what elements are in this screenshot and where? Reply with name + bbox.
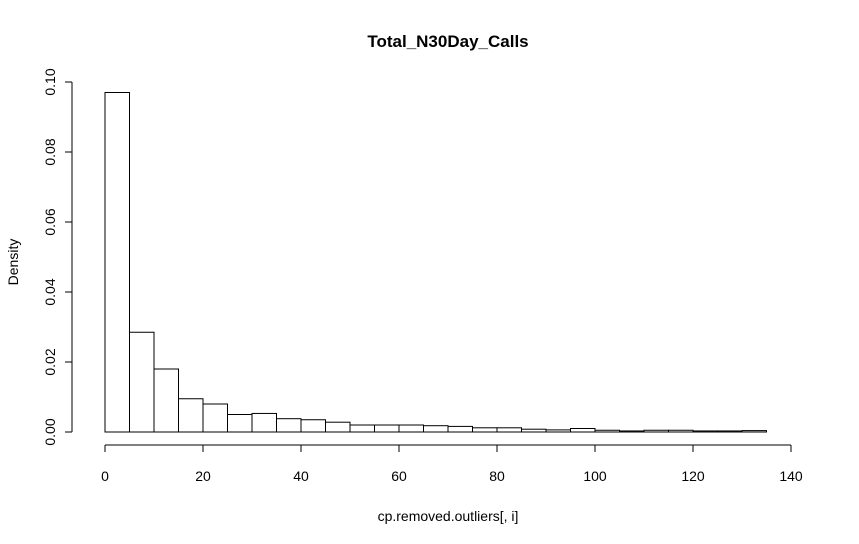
x-tick-label: 60 [391, 468, 407, 484]
x-tick-label: 140 [779, 468, 803, 484]
histogram-bar [447, 425, 473, 433]
histogram-bar [692, 430, 718, 433]
histogram-bar [104, 92, 130, 433]
y-tick-label: 0.04 [42, 278, 58, 305]
y-tick-label: 0.02 [42, 348, 58, 375]
x-tick-label: 20 [195, 468, 211, 484]
histogram-bar [717, 430, 743, 433]
chart-title: Total_N30Day_Calls [367, 32, 528, 51]
histogram-bar [472, 427, 498, 433]
histogram-bar [496, 427, 522, 433]
histogram-bar [202, 403, 228, 433]
histogram-bar [251, 412, 277, 433]
x-tick-label: 40 [293, 468, 309, 484]
histogram-bar [594, 429, 620, 433]
bars-group [104, 92, 767, 433]
x-axis-label: cp.removed.outliers[, i] [378, 508, 519, 524]
y-tick-label: 0.10 [42, 68, 58, 95]
histogram-bar [741, 430, 767, 433]
histogram-bar [643, 429, 669, 433]
histogram-bar [570, 428, 596, 433]
histogram-bar [398, 424, 424, 433]
x-tick-label: 80 [489, 468, 505, 484]
histogram-bar [129, 331, 155, 433]
x-tick-label: 0 [101, 468, 109, 484]
y-axis-label: Density [5, 239, 21, 286]
histogram-bar [619, 430, 645, 433]
y-axis: 0.00 0.02 0.04 0.06 0.08 0.10 [42, 68, 73, 446]
histogram-bar [227, 414, 253, 433]
histogram-bar [153, 368, 179, 433]
histogram-bar [276, 418, 302, 433]
y-tick-label: 0.06 [42, 208, 58, 235]
histogram-bar [349, 424, 375, 433]
histogram-bar [423, 425, 449, 433]
histogram-bar [545, 429, 571, 433]
histogram-bar [374, 424, 400, 433]
y-tick-label: 0.00 [42, 418, 58, 445]
histogram-bar [300, 419, 326, 433]
x-tick-label: 100 [583, 468, 607, 484]
histogram-bar [668, 429, 694, 433]
histogram-bar [521, 428, 547, 433]
x-axis: 0 20 40 60 80 100 120 140 [101, 444, 803, 484]
histogram-bar [178, 398, 204, 433]
x-tick-label: 120 [681, 468, 705, 484]
y-tick-label: 0.08 [42, 138, 58, 165]
histogram-bar [325, 421, 351, 433]
